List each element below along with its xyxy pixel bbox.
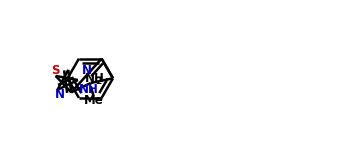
Text: 2: 2: [95, 77, 102, 86]
Text: Me: Me: [84, 95, 104, 107]
Text: N: N: [81, 64, 91, 77]
Text: NH: NH: [79, 83, 99, 96]
Text: S: S: [51, 64, 60, 78]
Text: NH: NH: [85, 72, 105, 85]
Text: N: N: [55, 88, 65, 101]
